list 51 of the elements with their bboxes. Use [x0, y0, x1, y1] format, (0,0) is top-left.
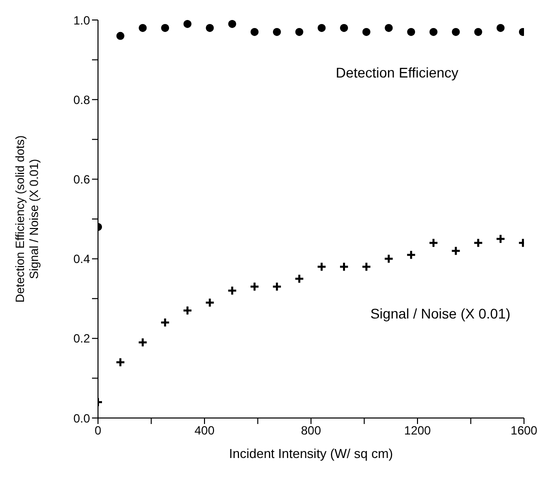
point: [362, 28, 370, 36]
x-tick-label: 800: [300, 424, 322, 438]
point: [429, 28, 438, 36]
y-axis-title: Detection Efficiency (solid dots) Signal / Noise (X 0.01): [13, 135, 41, 303]
point: [116, 32, 124, 40]
point: [160, 317, 170, 328]
point: [316, 262, 327, 272]
x-tick-label: 1200: [404, 424, 432, 438]
point: [384, 24, 393, 32]
point: [452, 28, 460, 36]
point: [473, 238, 484, 248]
y-tick-label: 0.8: [73, 92, 90, 107]
point: [228, 20, 236, 28]
point: [138, 337, 148, 348]
point: [115, 357, 126, 368]
point: [428, 238, 438, 248]
point: [361, 262, 372, 272]
y-tick-label: 0.6: [73, 172, 90, 186]
point: [182, 306, 192, 316]
point: [272, 282, 282, 292]
point: [340, 24, 348, 32]
point: [227, 286, 238, 296]
point: [295, 28, 304, 36]
text: Signal / Noise (X 0.01): [370, 305, 510, 322]
x-tick-label: 1600: [510, 424, 538, 438]
point: [138, 24, 147, 32]
point: [384, 254, 394, 264]
point: [250, 282, 260, 292]
point: [496, 24, 505, 32]
y-tick-label: 1.0: [73, 13, 90, 28]
y-tick-label: 0.0: [73, 411, 90, 426]
point: [250, 28, 259, 36]
point: [204, 298, 215, 308]
point: [407, 28, 416, 36]
point: [183, 20, 192, 28]
x-tick-label: 0: [94, 424, 102, 438]
point: [474, 28, 482, 36]
point: [161, 24, 170, 32]
text: Detection Efficiency: [336, 64, 458, 80]
point: [318, 24, 326, 32]
y-tick-label: 0.2: [73, 332, 90, 346]
point: [450, 246, 461, 256]
point: [406, 250, 416, 260]
y-tick-label: 0.4: [73, 252, 90, 266]
point: [294, 274, 304, 284]
point: [496, 234, 506, 244]
point: [206, 24, 214, 32]
point: [339, 262, 350, 272]
x-axis-title: Incident Intensity (W/ sq cm): [229, 446, 393, 461]
x-tick-label: 400: [194, 424, 215, 438]
point: [272, 28, 281, 36]
